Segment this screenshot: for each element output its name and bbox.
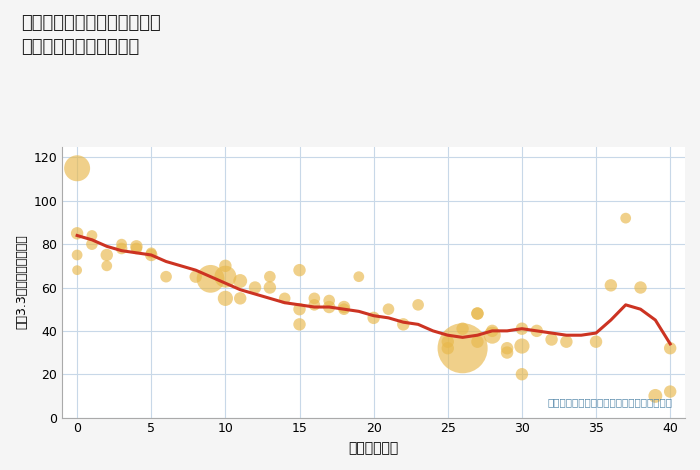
Point bbox=[146, 251, 157, 259]
Point bbox=[457, 345, 468, 352]
Point bbox=[190, 273, 202, 281]
Point bbox=[398, 321, 409, 328]
Point bbox=[472, 310, 483, 317]
Point bbox=[102, 262, 113, 270]
X-axis label: 築年数（年）: 築年数（年） bbox=[349, 441, 399, 455]
Point bbox=[412, 301, 423, 309]
Point bbox=[472, 338, 483, 345]
Point bbox=[517, 370, 528, 378]
Point bbox=[131, 243, 142, 250]
Point bbox=[323, 297, 335, 304]
Point bbox=[338, 303, 349, 311]
Point bbox=[442, 338, 454, 345]
Point bbox=[517, 342, 528, 350]
Point bbox=[486, 327, 498, 335]
Point bbox=[86, 240, 97, 248]
Point bbox=[620, 214, 631, 222]
Point bbox=[546, 336, 557, 343]
Point bbox=[265, 273, 276, 281]
Point bbox=[116, 245, 127, 252]
Point bbox=[531, 327, 542, 335]
Point bbox=[501, 345, 512, 352]
Point bbox=[486, 331, 498, 339]
Point bbox=[294, 321, 305, 328]
Point bbox=[442, 345, 454, 352]
Point bbox=[294, 266, 305, 274]
Point bbox=[664, 388, 676, 395]
Point bbox=[354, 273, 365, 281]
Point bbox=[561, 338, 572, 345]
Point bbox=[606, 282, 617, 289]
Point bbox=[323, 303, 335, 311]
Point bbox=[664, 345, 676, 352]
Point bbox=[590, 338, 601, 345]
Point bbox=[249, 284, 260, 291]
Point bbox=[131, 245, 142, 252]
Point bbox=[294, 306, 305, 313]
Point bbox=[146, 249, 157, 257]
Point bbox=[635, 284, 646, 291]
Point bbox=[160, 273, 172, 281]
Point bbox=[472, 310, 483, 317]
Point bbox=[220, 262, 231, 270]
Point bbox=[309, 301, 320, 309]
Point bbox=[71, 164, 83, 172]
Point bbox=[501, 349, 512, 356]
Point bbox=[265, 284, 276, 291]
Point bbox=[71, 266, 83, 274]
Point bbox=[86, 232, 97, 239]
Point bbox=[220, 273, 231, 281]
Text: 円の大きさは、取引のあった物件面積を示す: 円の大きさは、取引のあった物件面積を示す bbox=[547, 397, 673, 407]
Point bbox=[234, 295, 246, 302]
Y-axis label: 坪（3.3㎡）単価（万円）: 坪（3.3㎡）単価（万円） bbox=[15, 235, 28, 329]
Point bbox=[457, 325, 468, 332]
Point bbox=[368, 314, 379, 321]
Point bbox=[234, 277, 246, 285]
Point bbox=[383, 306, 394, 313]
Point bbox=[279, 295, 290, 302]
Point bbox=[517, 325, 528, 332]
Point bbox=[338, 306, 349, 313]
Point bbox=[205, 275, 216, 282]
Point bbox=[102, 251, 113, 259]
Point bbox=[650, 392, 661, 399]
Point bbox=[220, 295, 231, 302]
Point bbox=[116, 240, 127, 248]
Text: 大阪府大阪市生野区生野東の
築年数別中古戸建て価格: 大阪府大阪市生野区生野東の 築年数別中古戸建て価格 bbox=[21, 14, 161, 56]
Point bbox=[71, 251, 83, 259]
Point bbox=[71, 229, 83, 237]
Point bbox=[309, 295, 320, 302]
